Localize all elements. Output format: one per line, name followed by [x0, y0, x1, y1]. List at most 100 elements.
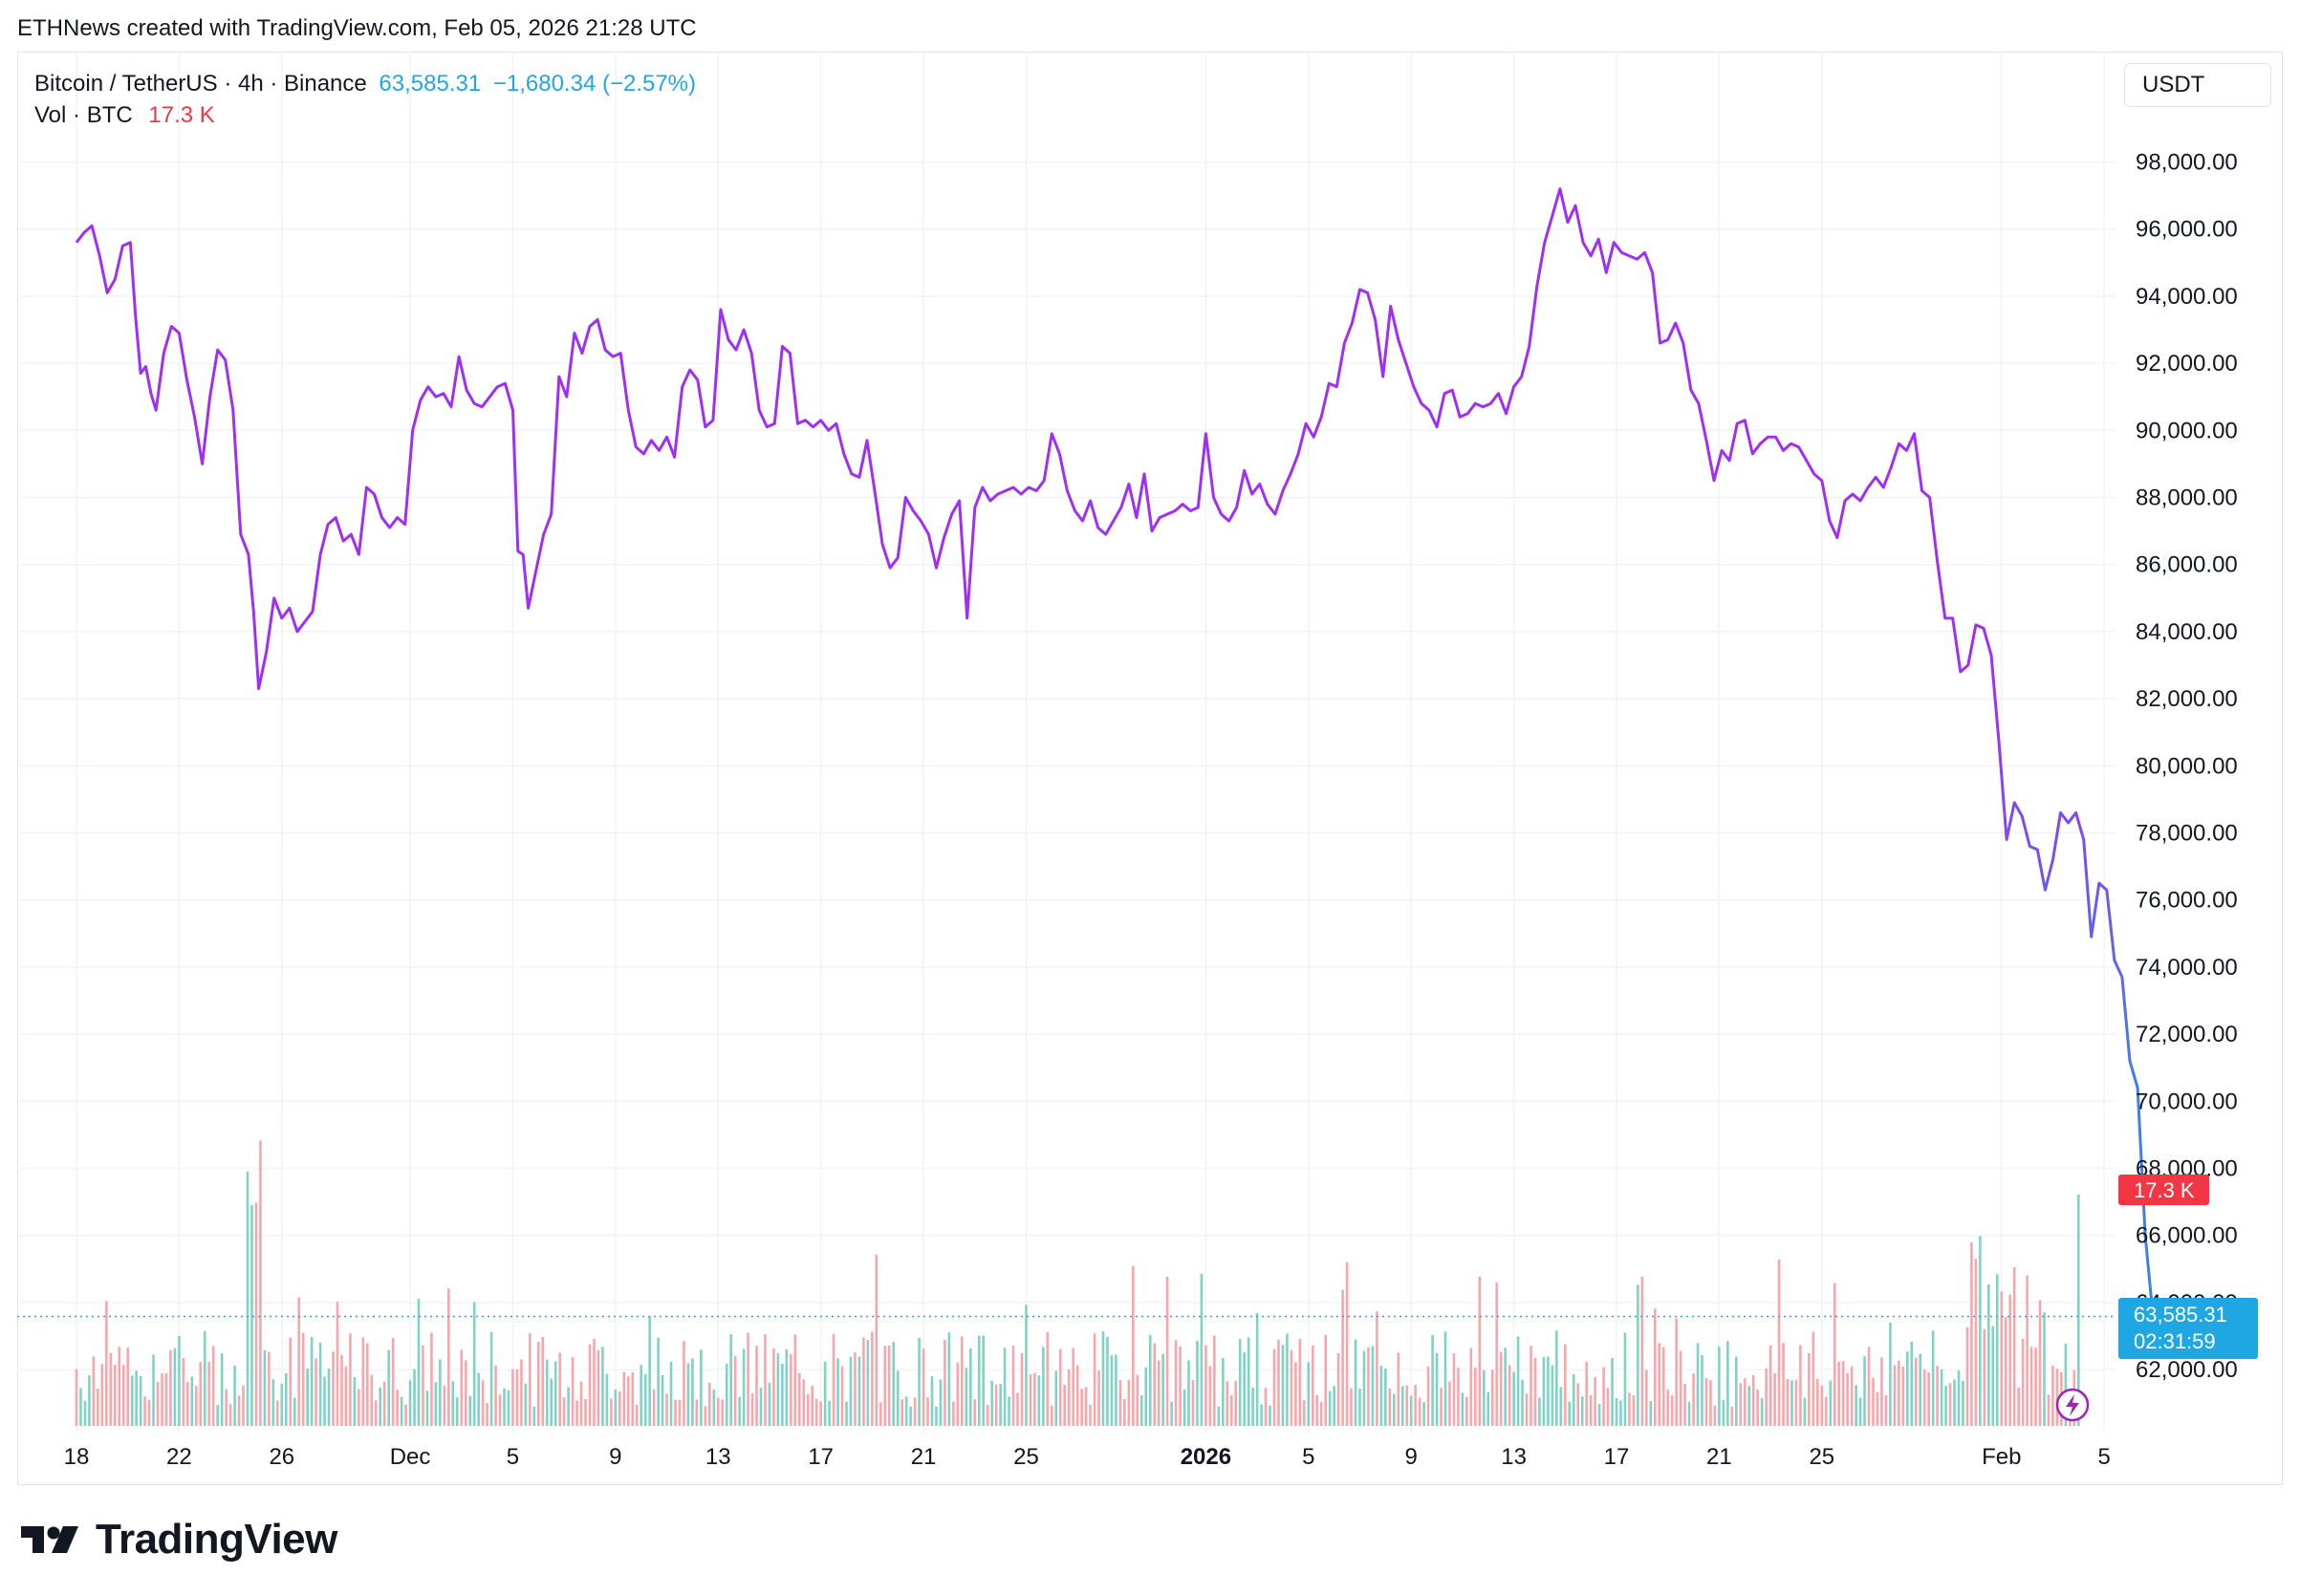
volume-bar — [447, 1288, 450, 1426]
volume-bar — [182, 1357, 185, 1426]
volume-bar — [1422, 1402, 1425, 1426]
volume-bar — [657, 1337, 660, 1426]
volume-bar — [1841, 1361, 1845, 1426]
volume-bar — [866, 1340, 870, 1426]
volume-bar — [211, 1346, 215, 1426]
volume-bar — [793, 1334, 797, 1426]
volume-bar — [306, 1369, 309, 1426]
volume-bar — [268, 1351, 271, 1426]
volume-bar — [2064, 1343, 2068, 1426]
volume-bar — [1898, 1360, 1900, 1426]
volume-bar — [1661, 1347, 1665, 1426]
volume-bar — [195, 1385, 198, 1426]
volume-bar — [1354, 1339, 1357, 1426]
volume-bar — [349, 1333, 352, 1426]
volume-bar — [379, 1387, 382, 1426]
volume-bar — [1003, 1348, 1007, 1426]
y-tick-label: 70,000.00 — [2136, 1089, 2238, 1114]
volume-bar — [1735, 1356, 1738, 1426]
y-tick-label: 90,000.00 — [2136, 418, 2238, 443]
volume-bar — [422, 1345, 424, 1426]
volume-bar — [1713, 1405, 1717, 1426]
volume-bar — [999, 1384, 1002, 1426]
volume-bar — [1058, 1348, 1062, 1426]
volume-bar — [164, 1372, 168, 1426]
volume-bar — [186, 1382, 189, 1426]
volume-bar — [1884, 1395, 1888, 1426]
y-tick-label: 80,000.00 — [2136, 753, 2238, 779]
volume-bar — [1431, 1335, 1434, 1426]
tradingview-logo[interactable]: TradingView — [21, 1516, 337, 1564]
volume-bar — [1255, 1312, 1259, 1426]
volume-bar — [913, 1397, 917, 1426]
volume-bar — [468, 1395, 471, 1426]
volume-bar — [417, 1298, 421, 1426]
volume-bar — [289, 1337, 293, 1426]
volume-bar — [88, 1375, 91, 1426]
y-tick-label: 74,000.00 — [2136, 955, 2238, 981]
volume-bar — [875, 1254, 879, 1426]
volume-bar — [1872, 1377, 1875, 1426]
volume-bar — [1547, 1356, 1550, 1426]
volume-bar — [643, 1373, 647, 1426]
price-series-line — [75, 187, 2155, 1317]
volume-bar — [986, 1405, 989, 1426]
volume-bar — [1037, 1375, 1041, 1426]
volume-bar — [1379, 1365, 1383, 1426]
last-price: 63,585.31 — [379, 71, 482, 97]
volume-bar — [1979, 1236, 1982, 1426]
volume-bar — [207, 1362, 211, 1426]
volume-bar — [374, 1400, 378, 1426]
volume-bar — [1709, 1380, 1712, 1426]
volume-bar — [1726, 1341, 1729, 1426]
volume-bar — [1611, 1357, 1614, 1426]
x-tick-label: 17 — [1604, 1444, 1630, 1470]
volume-bar — [665, 1393, 668, 1426]
volume-bar — [126, 1348, 129, 1426]
volume-bar — [1679, 1350, 1682, 1426]
volume-bar — [1747, 1386, 1751, 1426]
volume-bar — [1414, 1385, 1417, 1426]
volume-bar — [733, 1355, 737, 1426]
symbol-legend[interactable]: Bitcoin / TetherUS · 4h · Binance 63,585… — [34, 71, 702, 97]
volume-bar — [481, 1380, 485, 1426]
volume-bar — [1512, 1371, 1515, 1426]
volume-bar — [280, 1383, 284, 1426]
volume-bar — [571, 1356, 575, 1426]
volume-bar — [1247, 1337, 1250, 1426]
volume-legend[interactable]: Vol · BTC 17.3 K — [34, 102, 215, 129]
volume-bar — [648, 1316, 651, 1426]
volume-bar — [1983, 1328, 1986, 1426]
volume-bar — [1042, 1347, 1045, 1426]
volume-bar — [1139, 1395, 1143, 1426]
volume-bar — [965, 1368, 968, 1426]
volume-bar — [2017, 1387, 2020, 1426]
volume-bar — [1362, 1350, 1366, 1426]
volume-bar — [973, 1399, 977, 1426]
volume-bar — [1222, 1358, 1225, 1426]
volume-bar — [366, 1343, 369, 1426]
volume-bar — [790, 1354, 792, 1426]
x-tick-label: 21 — [911, 1444, 937, 1470]
volume-bar — [1465, 1396, 1468, 1426]
volume-bar — [686, 1363, 690, 1426]
volume-bar — [1525, 1393, 1529, 1426]
volume-bar — [725, 1363, 728, 1426]
volume-bar — [1555, 1330, 1558, 1426]
volume-bar — [622, 1371, 626, 1426]
volume-bar — [939, 1379, 943, 1426]
volume-bar — [1829, 1380, 1833, 1426]
volume-bar — [387, 1349, 390, 1426]
volume-bar — [1530, 1346, 1532, 1426]
volume-bar — [579, 1381, 583, 1426]
volume-bar — [216, 1405, 219, 1426]
volume-bar — [532, 1406, 536, 1426]
chart-caption: ETHNews created with TradingView.com, Fe… — [17, 15, 697, 41]
volume-bars — [75, 1140, 2080, 1426]
grid-lines — [17, 52, 2116, 1434]
volume-bar — [944, 1340, 946, 1426]
volume-bar — [1739, 1383, 1743, 1426]
currency-button[interactable]: USDT — [2124, 63, 2271, 107]
volume-bar — [1701, 1355, 1703, 1426]
